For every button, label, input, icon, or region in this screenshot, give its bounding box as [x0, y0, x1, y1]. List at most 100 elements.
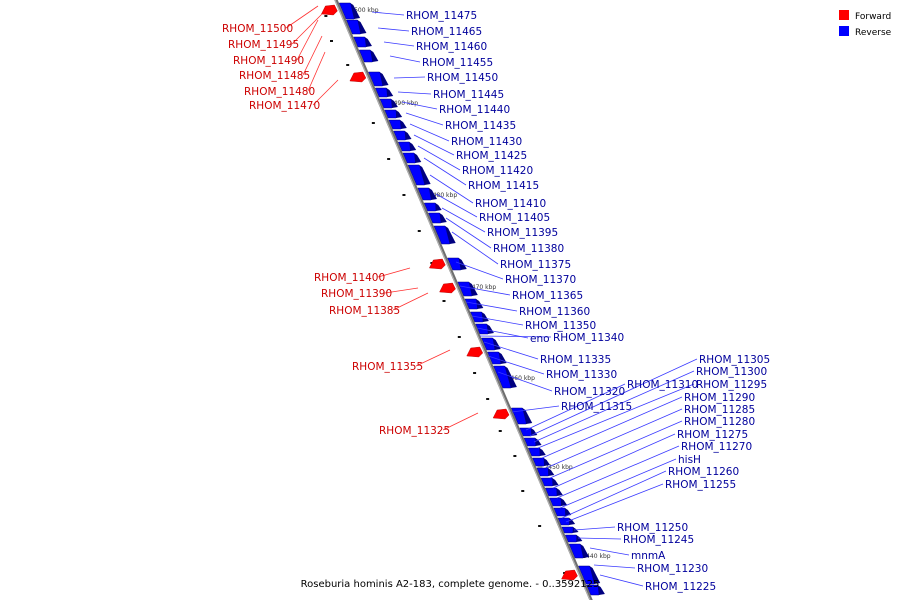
reverse-gene-label: RHOM_11460 — [416, 41, 487, 53]
forward-fragment-mark — [371, 122, 375, 124]
forward-feature — [466, 346, 483, 358]
forward-fragment-mark — [457, 336, 461, 338]
reverse-gene-label: RHOM_11285 — [684, 404, 755, 416]
reverse-feature-shade — [556, 488, 563, 496]
reverse-gene-label: eno — [530, 333, 550, 345]
reverse-gene-label: RHOM_11330 — [546, 369, 617, 381]
forward-label-connector — [392, 292, 429, 311]
reverse-feature-shade — [560, 498, 568, 506]
forward-gene-label: RHOM_11480 — [244, 86, 315, 98]
reverse-feature-shade — [569, 518, 576, 525]
forward-fragment-mark — [538, 525, 542, 527]
reverse-gene-label: RHOM_11455 — [422, 57, 493, 69]
reverse-feature-shade — [530, 428, 538, 436]
reverse-feature-shade — [535, 438, 542, 446]
reverse-label-connector — [573, 526, 616, 531]
reverse-feature-shade — [395, 110, 403, 118]
reverse-label-connector — [599, 574, 644, 587]
reverse-gene-label: RHOM_11255 — [665, 479, 736, 491]
forward-fragment-mark — [513, 455, 517, 457]
reverse-gene-label: RHOM_11365 — [512, 290, 583, 302]
reverse-gene-label: RHOM_11335 — [540, 354, 611, 366]
reverse-label-connector — [401, 101, 438, 110]
forward-label-connector — [285, 5, 319, 29]
reverse-feature-shade — [445, 226, 456, 244]
reverse-label-connector — [529, 358, 698, 437]
reverse-feature-shade — [597, 585, 605, 595]
forward-fragment-mark — [498, 430, 502, 432]
forward-fragment-mark — [417, 230, 421, 232]
tick-label: 2490 kbp — [390, 100, 418, 107]
reverse-label-connector — [545, 408, 683, 469]
reverse-label-connector — [471, 315, 524, 326]
reverse-label-connector — [497, 371, 553, 392]
reverse-feature-shade — [547, 468, 555, 476]
reverse-feature-shade — [428, 188, 437, 200]
reverse-gene-label: RHOM_11290 — [684, 392, 755, 404]
reverse-feature-shade — [486, 324, 494, 334]
forward-feature — [492, 408, 510, 420]
reverse-gene-label: RHOM_11425 — [456, 150, 527, 162]
reverse-gene-label: RHOM_11395 — [487, 227, 558, 239]
reverse-gene-label: RHOM_11405 — [479, 212, 550, 224]
reverse-label-connector — [537, 383, 695, 449]
reverse-feature-shade — [439, 213, 447, 223]
genome-backbone-highlight — [334, 0, 591, 600]
reverse-gene-label: RHOM_11410 — [475, 198, 546, 210]
reverse-feature-shade — [419, 165, 431, 185]
reverse-gene-label: RHOM_11430 — [451, 136, 522, 148]
reverse-feature-shade — [404, 131, 412, 140]
reverse-gene-label: RHOM_11375 — [500, 259, 571, 271]
tick-label: 2460 kbp — [507, 375, 535, 382]
reverse-label-connector — [465, 301, 518, 312]
reverse-feature-shade — [435, 203, 442, 211]
reverse-gene-label: RHOM_11370 — [505, 274, 576, 286]
forward-label-connector — [415, 349, 451, 367]
forward-label-connector — [296, 19, 319, 61]
forward-gene-label: RHOM_11470 — [249, 100, 320, 112]
reverse-feature-shade — [386, 88, 394, 97]
reverse-gene-label: RHOM_11275 — [677, 429, 748, 441]
tick-label: 2470 kbp — [468, 284, 496, 291]
forward-feature — [439, 282, 456, 294]
reverse-label-connector — [451, 231, 499, 265]
reverse-feature-shade — [580, 544, 590, 558]
reverse-label-connector — [541, 396, 683, 459]
reverse-gene-label: RHOM_11300 — [696, 366, 767, 378]
genome-backbone — [334, 0, 593, 600]
reverse-feature-shade — [357, 20, 367, 34]
reverse-gene-label: RHOM_11440 — [439, 104, 510, 116]
map-caption: Roseburia hominis A2-183, complete genom… — [301, 579, 600, 590]
reverse-gene-label: RHOM_11225 — [645, 581, 716, 593]
reverse-label-connector — [559, 458, 677, 509]
forward-gene-label: RHOM_11400 — [314, 272, 385, 284]
reverse-label-connector — [383, 41, 415, 47]
forward-gene-label: RHOM_11490 — [233, 55, 304, 67]
reverse-feature-shade — [468, 282, 478, 296]
reverse-feature-shade — [414, 153, 422, 163]
reverse-label-connector — [405, 112, 444, 126]
reverse-label-connector — [371, 11, 405, 16]
reverse-feature-shade — [564, 508, 572, 516]
reverse-label-connector — [423, 157, 467, 186]
reverse-label-connector — [417, 145, 461, 171]
forward-gene-label: RHOM_11485 — [239, 70, 310, 82]
reverse-label-connector — [429, 174, 474, 204]
reverse-gene-label: RHOM_11350 — [525, 320, 596, 332]
reverse-gene-label: RHOM_11270 — [681, 441, 752, 453]
tick-label: 2500 kbp — [350, 7, 378, 14]
reverse-label-connector — [589, 547, 630, 556]
forward-feature — [561, 569, 578, 581]
reverse-gene-label: RHOM_11315 — [561, 401, 632, 413]
reverse-feature-shade — [481, 312, 489, 322]
tick-label: 2440 kbp — [582, 553, 610, 560]
reverse-gene-label: RHOM_11305 — [699, 354, 770, 366]
forward-feature — [349, 71, 367, 83]
reverse-label-connector — [441, 207, 486, 233]
reverse-gene-label: RHOM_11420 — [462, 165, 533, 177]
reverse-label-connector — [565, 483, 664, 523]
reverse-feature-shade — [522, 408, 533, 424]
forward-gene-label: RHOM_11385 — [329, 305, 400, 317]
tick-label: 2450 kbp — [544, 464, 572, 471]
forward-fragment-mark — [486, 398, 490, 400]
